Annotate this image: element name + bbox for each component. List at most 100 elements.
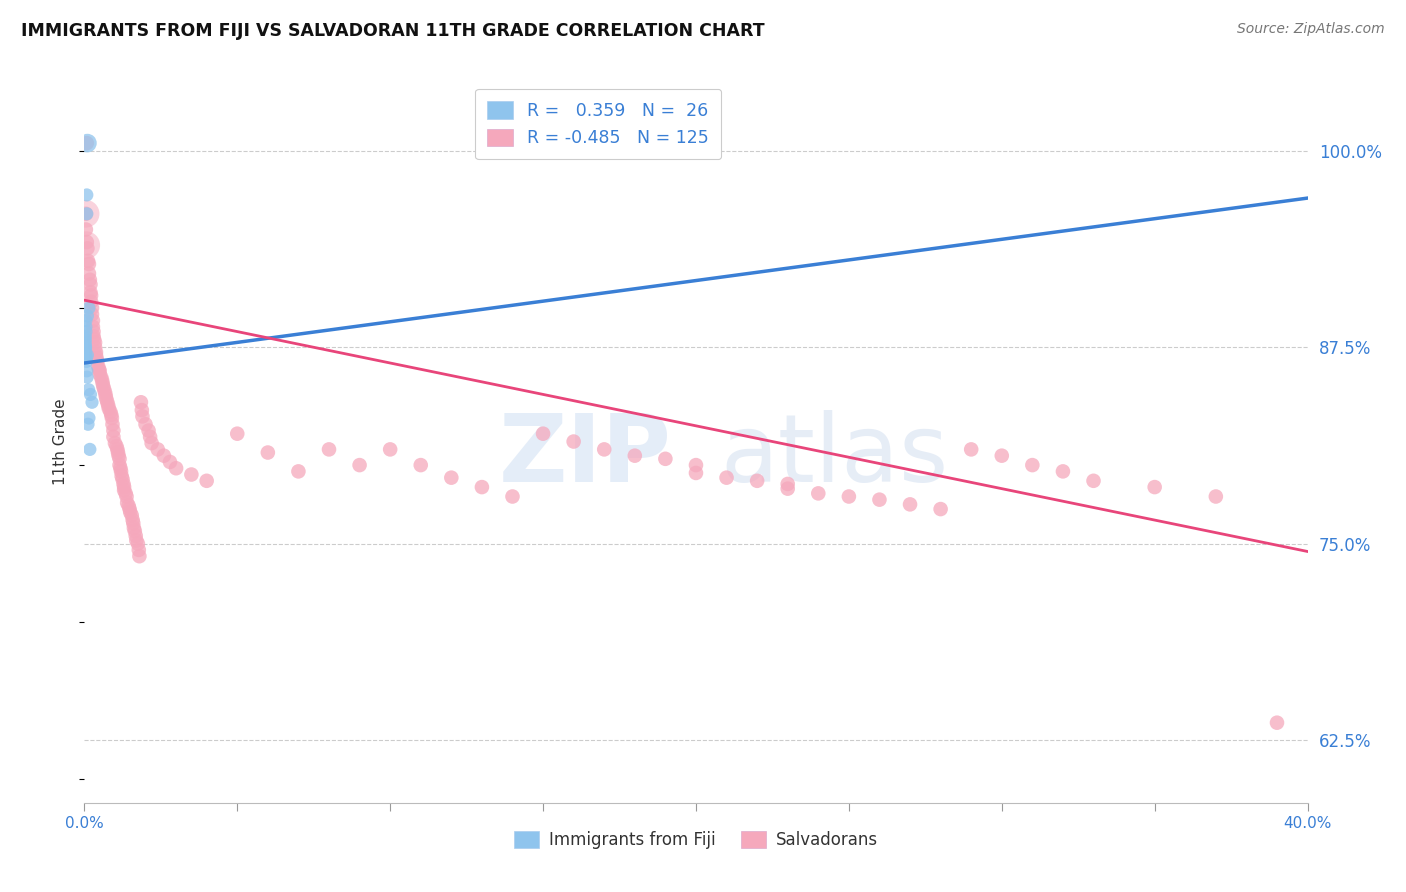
Point (75, 207, 97, 221)
Point (77, 301, 100, 315)
Point (75, 313, 97, 327)
Point (471, 480, 494, 494)
Point (747, 474, 769, 488)
Point (349, 458, 371, 472)
Point (76, 309, 98, 323)
Point (97, 398, 120, 412)
Point (1143, 480, 1166, 494)
Point (97, 401, 120, 416)
Point (77, 267, 100, 281)
Point (112, 480, 135, 494)
Point (107, 445, 129, 459)
Point (165, 461, 187, 475)
Point (86, 354, 108, 368)
Point (409, 458, 432, 472)
Point (121, 513, 143, 527)
Point (89, 367, 111, 381)
Text: ZIP: ZIP (499, 410, 672, 502)
Point (440, 470, 463, 484)
Point (103, 424, 125, 438)
Point (89, 364, 111, 378)
Point (76, 348, 98, 362)
Point (91, 379, 114, 393)
Point (75, 339, 97, 353)
Point (84, 345, 107, 359)
Point (562, 434, 585, 449)
Point (75, 348, 97, 362)
Point (128, 549, 150, 564)
Text: atlas: atlas (720, 410, 949, 502)
Point (76, 136, 98, 150)
Point (624, 449, 647, 463)
Point (108, 451, 131, 466)
Point (83, 329, 105, 343)
Point (141, 436, 163, 450)
Point (131, 403, 153, 417)
Y-axis label: 11th Grade: 11th Grade (53, 398, 69, 485)
Point (75, 319, 97, 334)
Point (80, 294, 103, 309)
Point (91, 376, 114, 391)
Point (1052, 464, 1074, 478)
Point (79, 387, 101, 401)
Point (103, 430, 125, 444)
Point (159, 455, 181, 469)
Point (1205, 490, 1227, 504)
Point (76, 235, 98, 249)
Point (776, 477, 799, 491)
Point (121, 508, 143, 523)
Point (287, 464, 309, 478)
Point (838, 490, 860, 504)
Point (135, 417, 157, 432)
Point (118, 502, 141, 516)
Point (531, 426, 554, 441)
Point (991, 449, 1014, 463)
Point (1265, 715, 1288, 730)
Point (94, 385, 117, 400)
Point (79, 442, 101, 457)
Point (80, 395, 103, 409)
Point (80, 301, 103, 315)
Point (318, 442, 340, 457)
Text: Source: ZipAtlas.com: Source: ZipAtlas.com (1237, 22, 1385, 37)
Point (90, 370, 112, 384)
Point (76, 207, 98, 221)
Point (122, 516, 145, 531)
Point (79, 277, 101, 292)
Point (76, 188, 98, 202)
Point (105, 439, 128, 453)
Point (112, 477, 135, 491)
Point (118, 499, 141, 513)
Point (111, 472, 134, 486)
Point (75, 351, 97, 366)
Point (180, 467, 202, 482)
Point (75, 325, 97, 339)
Point (82, 319, 104, 334)
Point (153, 449, 176, 463)
Point (716, 470, 738, 484)
Point (114, 486, 136, 500)
Point (654, 451, 676, 466)
Point (98, 405, 121, 419)
Point (76, 364, 98, 378)
Point (76, 354, 98, 368)
Point (75, 343, 97, 358)
Text: IMMIGRANTS FROM FIJI VS SALVADORAN 11TH GRADE CORRELATION CHART: IMMIGRANTS FROM FIJI VS SALVADORAN 11TH … (21, 22, 765, 40)
Point (83, 333, 105, 347)
Point (75, 207, 97, 221)
Point (75, 335, 97, 350)
Point (76, 136, 98, 150)
Point (115, 496, 138, 510)
Point (807, 486, 830, 500)
Point (77, 257, 100, 271)
Legend: Immigrants from Fiji, Salvadorans: Immigrants from Fiji, Salvadorans (508, 824, 884, 856)
Point (104, 436, 127, 450)
Point (898, 497, 921, 511)
Point (101, 411, 124, 425)
Point (929, 502, 952, 516)
Point (82, 313, 104, 327)
Point (195, 474, 218, 488)
Point (75, 340, 97, 354)
Point (124, 524, 146, 538)
Point (131, 409, 153, 424)
